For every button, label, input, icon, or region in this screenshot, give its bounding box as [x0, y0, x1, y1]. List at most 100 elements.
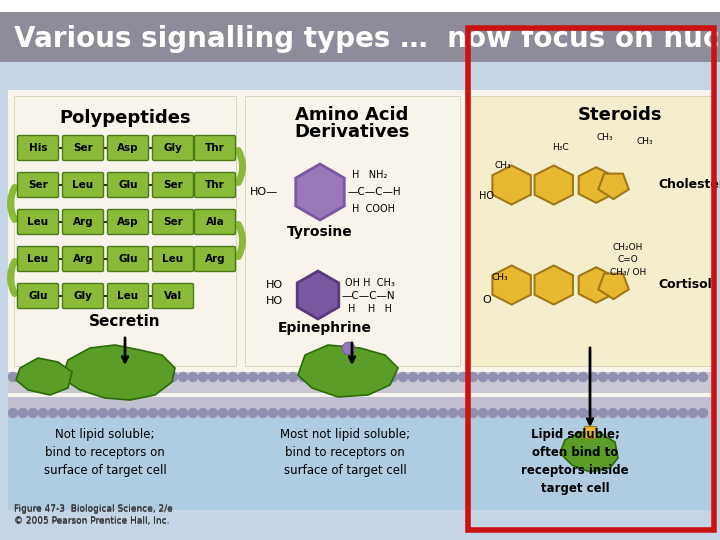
Circle shape — [668, 373, 678, 381]
Text: Various signalling types …  now focus on nuclear receptors: Various signalling types … now focus on … — [14, 25, 720, 53]
Text: Leu: Leu — [117, 291, 138, 301]
Text: Lipid soluble;
often bind to
receptors inside
target cell: Lipid soluble; often bind to receptors i… — [521, 428, 629, 495]
Circle shape — [228, 408, 238, 417]
Circle shape — [258, 408, 268, 417]
Text: HO: HO — [266, 280, 282, 290]
FancyBboxPatch shape — [153, 136, 194, 160]
Polygon shape — [492, 165, 531, 205]
Text: Polypeptides: Polypeptides — [59, 109, 191, 127]
Circle shape — [348, 373, 358, 381]
Circle shape — [678, 408, 688, 417]
Circle shape — [498, 373, 508, 381]
Circle shape — [109, 373, 117, 381]
Circle shape — [238, 373, 248, 381]
Circle shape — [389, 373, 397, 381]
Circle shape — [148, 373, 158, 381]
Bar — [470, 96, 712, 366]
Circle shape — [498, 408, 508, 417]
Circle shape — [698, 373, 708, 381]
Circle shape — [269, 373, 277, 381]
Bar — [8, 372, 712, 393]
FancyBboxPatch shape — [17, 246, 58, 272]
Text: O: O — [482, 295, 491, 305]
Circle shape — [379, 373, 387, 381]
Circle shape — [559, 408, 567, 417]
Text: Epinephrine: Epinephrine — [278, 321, 372, 335]
Circle shape — [189, 408, 197, 417]
FancyBboxPatch shape — [17, 284, 58, 308]
Circle shape — [438, 408, 448, 417]
Circle shape — [659, 408, 667, 417]
Circle shape — [199, 408, 207, 417]
Text: Gly: Gly — [73, 291, 92, 301]
FancyBboxPatch shape — [63, 172, 104, 198]
Text: Amino Acid: Amino Acid — [295, 106, 409, 124]
Circle shape — [608, 373, 618, 381]
Circle shape — [698, 408, 708, 417]
FancyBboxPatch shape — [107, 172, 148, 198]
Circle shape — [629, 408, 637, 417]
Circle shape — [89, 408, 97, 417]
FancyBboxPatch shape — [194, 210, 235, 234]
Circle shape — [338, 408, 348, 417]
Text: Leu: Leu — [73, 180, 94, 190]
Text: CH₃: CH₃ — [597, 133, 613, 143]
Text: Ser: Ser — [73, 143, 93, 153]
FancyBboxPatch shape — [153, 172, 194, 198]
Circle shape — [119, 408, 127, 417]
Circle shape — [279, 408, 287, 417]
Circle shape — [158, 373, 168, 381]
Circle shape — [279, 373, 287, 381]
Circle shape — [428, 408, 438, 417]
Circle shape — [479, 373, 487, 381]
Circle shape — [29, 373, 37, 381]
Circle shape — [659, 373, 667, 381]
Circle shape — [58, 373, 68, 381]
Text: Secretin: Secretin — [89, 314, 161, 329]
Bar — [0, 12, 720, 62]
Circle shape — [89, 373, 97, 381]
Polygon shape — [298, 345, 398, 397]
Circle shape — [649, 373, 657, 381]
Circle shape — [299, 408, 307, 417]
Circle shape — [359, 373, 367, 381]
Text: CH₃: CH₃ — [495, 160, 511, 170]
Circle shape — [9, 373, 17, 381]
Circle shape — [398, 373, 408, 381]
Text: Arg: Arg — [73, 217, 94, 227]
Text: Most not lipid soluble;
bind to receptors on
surface of target cell: Most not lipid soluble; bind to receptor… — [280, 428, 410, 477]
FancyBboxPatch shape — [194, 172, 235, 198]
Polygon shape — [16, 358, 72, 395]
Text: Not lipid soluble;
bind to receptors on
surface of target cell: Not lipid soluble; bind to receptors on … — [44, 428, 166, 477]
Circle shape — [199, 373, 207, 381]
Text: HO: HO — [266, 296, 282, 306]
Circle shape — [128, 373, 138, 381]
Text: HO—: HO— — [250, 187, 278, 197]
Circle shape — [359, 408, 367, 417]
Text: HO: HO — [479, 191, 493, 201]
Circle shape — [488, 373, 498, 381]
Circle shape — [289, 408, 297, 417]
FancyBboxPatch shape — [17, 210, 58, 234]
Text: Steroids: Steroids — [577, 106, 662, 124]
Text: C=O: C=O — [618, 255, 639, 265]
Text: H    H   H: H H H — [348, 304, 392, 314]
Circle shape — [418, 408, 428, 417]
Circle shape — [569, 373, 577, 381]
Circle shape — [308, 373, 318, 381]
Bar — [245, 96, 460, 366]
Text: Derivatives: Derivatives — [294, 123, 410, 141]
Circle shape — [649, 408, 657, 417]
FancyBboxPatch shape — [63, 284, 104, 308]
Circle shape — [408, 373, 418, 381]
Polygon shape — [297, 271, 339, 319]
Circle shape — [218, 408, 228, 417]
Text: Leu: Leu — [27, 217, 48, 227]
Circle shape — [78, 408, 88, 417]
Bar — [8, 397, 712, 418]
Circle shape — [138, 408, 148, 417]
Bar — [14, 96, 236, 366]
Circle shape — [38, 408, 48, 417]
Circle shape — [48, 373, 58, 381]
Text: Glu: Glu — [118, 254, 138, 264]
